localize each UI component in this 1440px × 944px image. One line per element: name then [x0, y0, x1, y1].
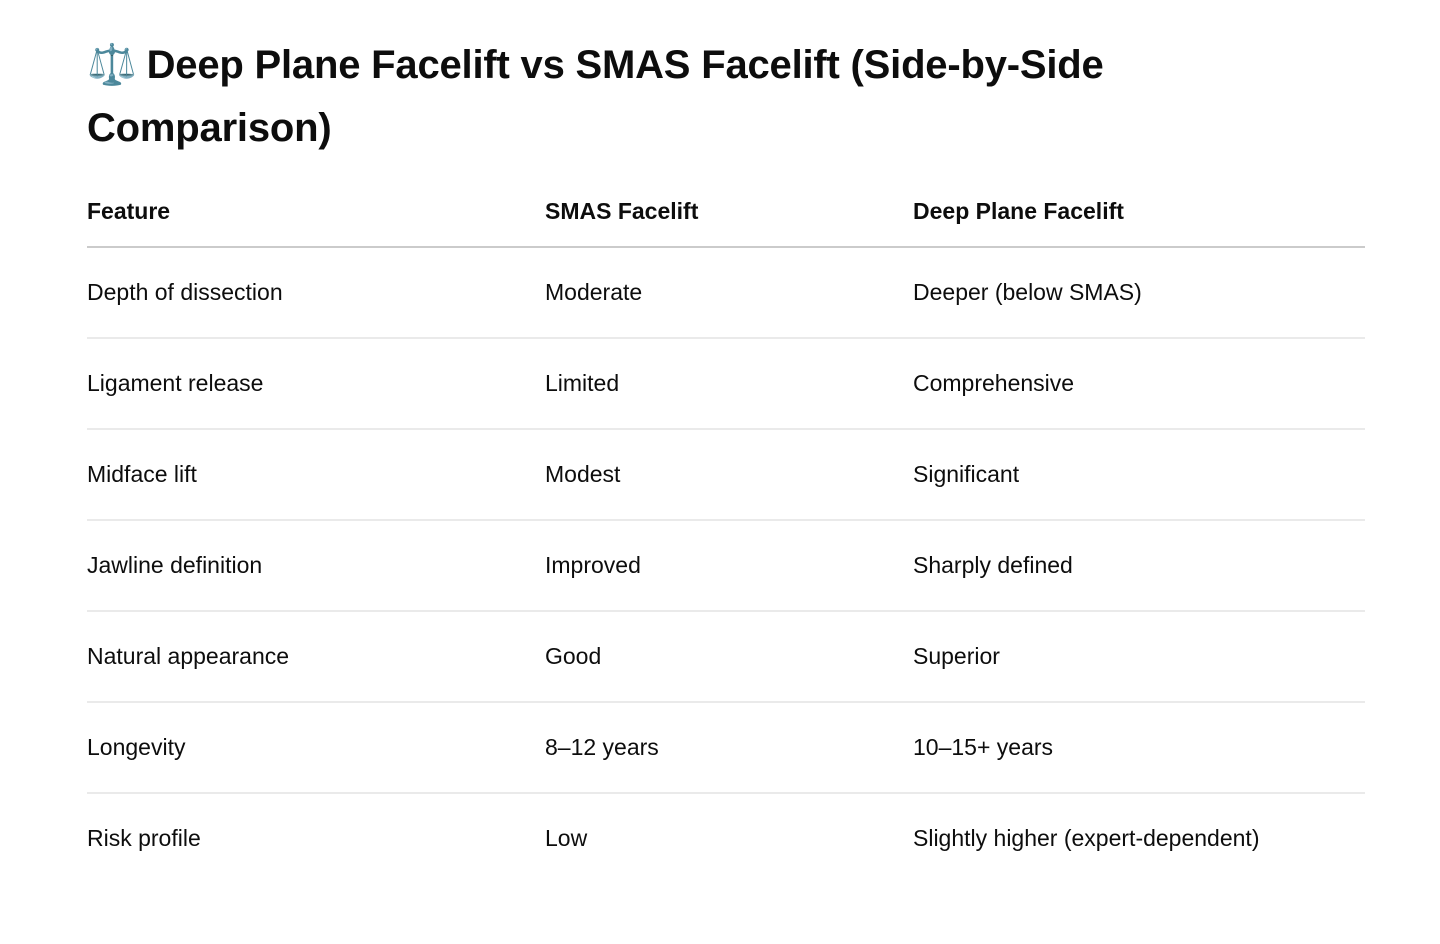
cell-deep-plane: Sharply defined — [913, 520, 1365, 612]
cell-deep-plane: Slightly higher (expert-dependent) — [913, 825, 1260, 851]
page-title-text: Deep Plane Facelift vs SMAS Facelift (Si… — [87, 43, 1104, 150]
cell-deep-plane: 10–15+ years — [913, 702, 1365, 794]
cell-feature: Ligament release — [87, 338, 545, 430]
cell-smas: Moderate — [545, 247, 913, 339]
table-row: Natural appearance Good Superior — [87, 611, 1365, 703]
comparison-table: Feature SMAS Facelift Deep Plane Facelif… — [87, 198, 1365, 883]
cell-smas: 8–12 years — [545, 702, 913, 794]
cell-feature: Risk profile — [87, 825, 201, 851]
table-row: Midface lift Modest Significant — [87, 429, 1365, 521]
cell-smas: Good — [545, 611, 913, 703]
page-title: ⚖️ Deep Plane Facelift vs SMAS Facelift (… — [87, 34, 1357, 160]
table-row: Jawline definition Improved Sharply defi… — [87, 520, 1365, 612]
table-row: Depth of dissection Moderate Deeper (bel… — [87, 247, 1365, 339]
column-header-smas: SMAS Facelift — [545, 198, 913, 248]
cell-smas: Limited — [545, 338, 913, 430]
balance-scale-icon: ⚖️ — [87, 43, 137, 87]
cell-deep-plane: Comprehensive — [913, 338, 1365, 430]
cell-deep-plane: Superior — [913, 611, 1365, 703]
column-header-feature: Feature — [87, 198, 545, 248]
cell-deep-plane: Deeper (below SMAS) — [913, 247, 1365, 339]
cell-feature: Jawline definition — [87, 520, 545, 612]
column-header-deep-plane: Deep Plane Facelift — [913, 198, 1365, 248]
cell-smas: Low — [545, 825, 588, 851]
cell-smas: Modest — [545, 429, 913, 521]
table-header-row: Feature SMAS Facelift Deep Plane Facelif… — [87, 198, 1365, 248]
cell-feature: Depth of dissection — [87, 247, 545, 339]
cell-feature: Longevity — [87, 702, 545, 794]
cell-smas: Improved — [545, 520, 913, 612]
table-row: Risk profile Low Slightly higher (expert… — [87, 793, 1365, 883]
cell-feature: Natural appearance — [87, 611, 545, 703]
table-row: Longevity 8–12 years 10–15+ years — [87, 702, 1365, 794]
cell-feature: Midface lift — [87, 429, 545, 521]
table-row: Ligament release Limited Comprehensive — [87, 338, 1365, 430]
cell-deep-plane: Significant — [913, 429, 1365, 521]
